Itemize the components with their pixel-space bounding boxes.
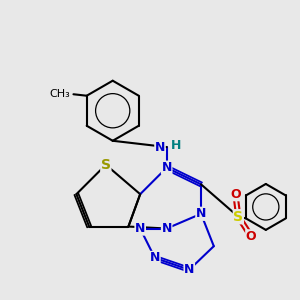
Text: CH₃: CH₃ (50, 89, 70, 99)
Text: H: H (171, 139, 181, 152)
Text: S: S (233, 210, 243, 224)
Text: N: N (184, 263, 194, 276)
Text: N: N (150, 251, 160, 265)
Text: N: N (161, 222, 172, 235)
Text: N: N (161, 161, 172, 174)
Text: O: O (246, 230, 256, 243)
Text: N: N (135, 222, 146, 235)
Text: N: N (196, 207, 206, 220)
Text: O: O (230, 188, 241, 201)
Text: S: S (101, 158, 111, 172)
Text: N: N (155, 141, 165, 154)
